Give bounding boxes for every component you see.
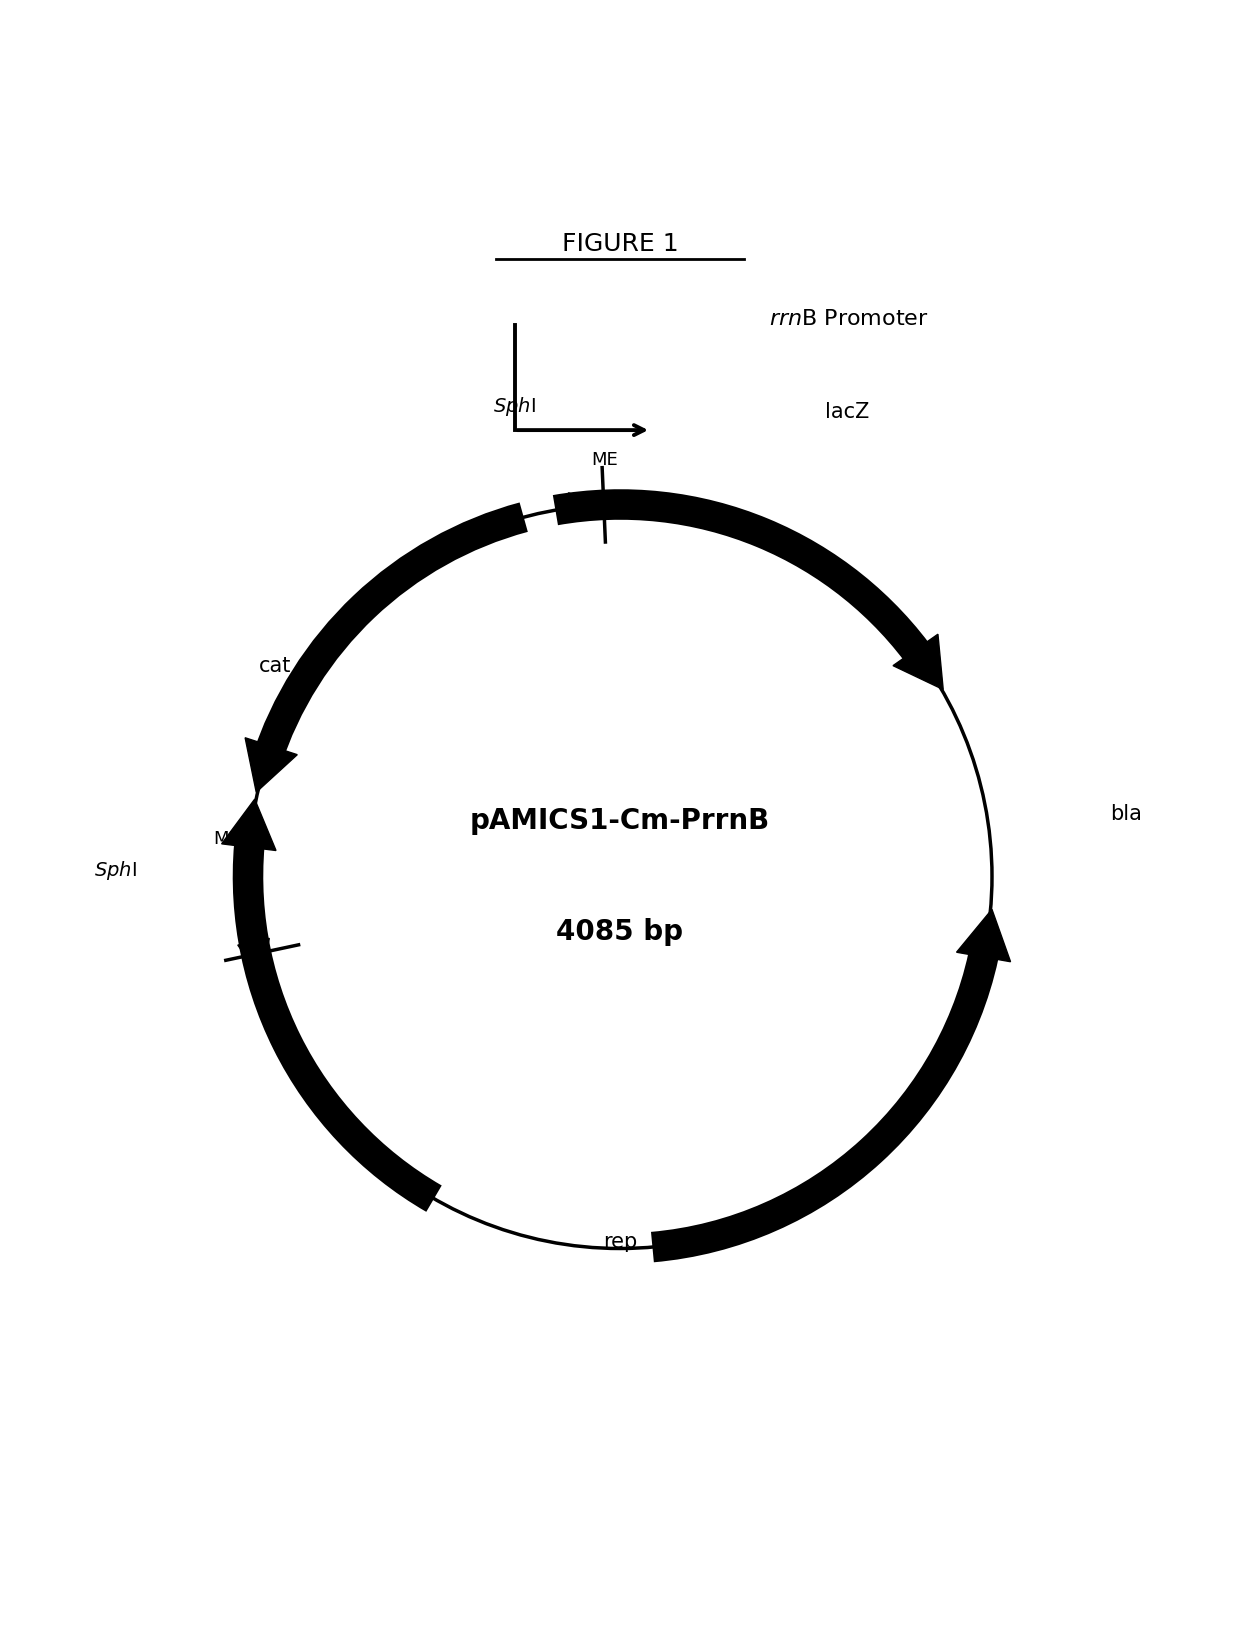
Polygon shape [222, 800, 277, 850]
Text: $\it{rrn}$B Promoter: $\it{rrn}$B Promoter [769, 308, 929, 329]
Text: bla: bla [1110, 805, 1142, 824]
Text: 4085 bp: 4085 bp [557, 919, 683, 946]
Polygon shape [603, 492, 634, 518]
Text: cat: cat [259, 656, 291, 676]
Text: FIGURE 1: FIGURE 1 [562, 231, 678, 256]
Text: rep: rep [603, 1232, 637, 1253]
Polygon shape [956, 909, 1011, 961]
Text: pAMICS1-Cm-PrrnB: pAMICS1-Cm-PrrnB [470, 806, 770, 834]
Polygon shape [246, 738, 298, 792]
Text: $\it{Sph}$I: $\it{Sph}$I [494, 394, 536, 417]
Polygon shape [893, 634, 944, 689]
Polygon shape [238, 938, 269, 977]
Text: ME: ME [213, 831, 241, 849]
Text: lacZ: lacZ [825, 401, 869, 422]
Text: ME: ME [591, 451, 619, 469]
Polygon shape [568, 492, 599, 520]
Text: $\it{Sph}$I: $\it{Sph}$I [93, 858, 136, 881]
